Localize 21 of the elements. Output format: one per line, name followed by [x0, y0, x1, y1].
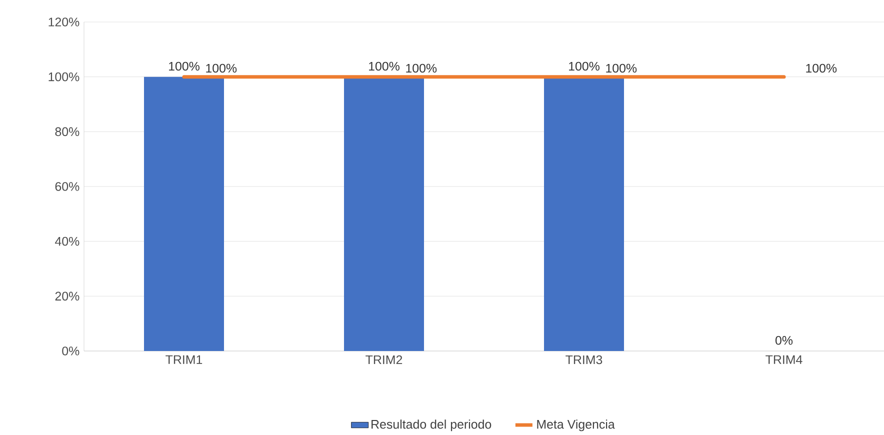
y-tick-label: 100% [48, 72, 80, 82]
y-tick-label: 20% [55, 292, 80, 301]
x-tick-label: TRIM3 [566, 355, 602, 364]
y-tick-label: 60% [55, 182, 80, 191]
y-tick-label: 80% [55, 127, 80, 136]
x-tick-label: TRIM1 [166, 355, 202, 364]
data-label: 100% [569, 62, 600, 71]
data-label: 100% [369, 62, 400, 71]
data-label: 100% [169, 62, 200, 71]
legend-label: Meta Vigencia [537, 420, 615, 432]
data-label: 100% [806, 64, 837, 73]
data-label: 100% [606, 64, 637, 73]
data-label: 0% [775, 336, 793, 345]
x-tick-label: TRIM4 [766, 355, 802, 364]
data-label: 100% [406, 64, 437, 73]
x-tick-label: TRIM2 [366, 355, 402, 364]
y-tick-label: 120% [48, 18, 80, 26]
data-label: 100% [206, 64, 237, 73]
legend-label: Resultado del periodo [372, 420, 492, 432]
y-tick-label: 40% [55, 236, 80, 246]
y-tick-label: 0% [62, 346, 80, 356]
